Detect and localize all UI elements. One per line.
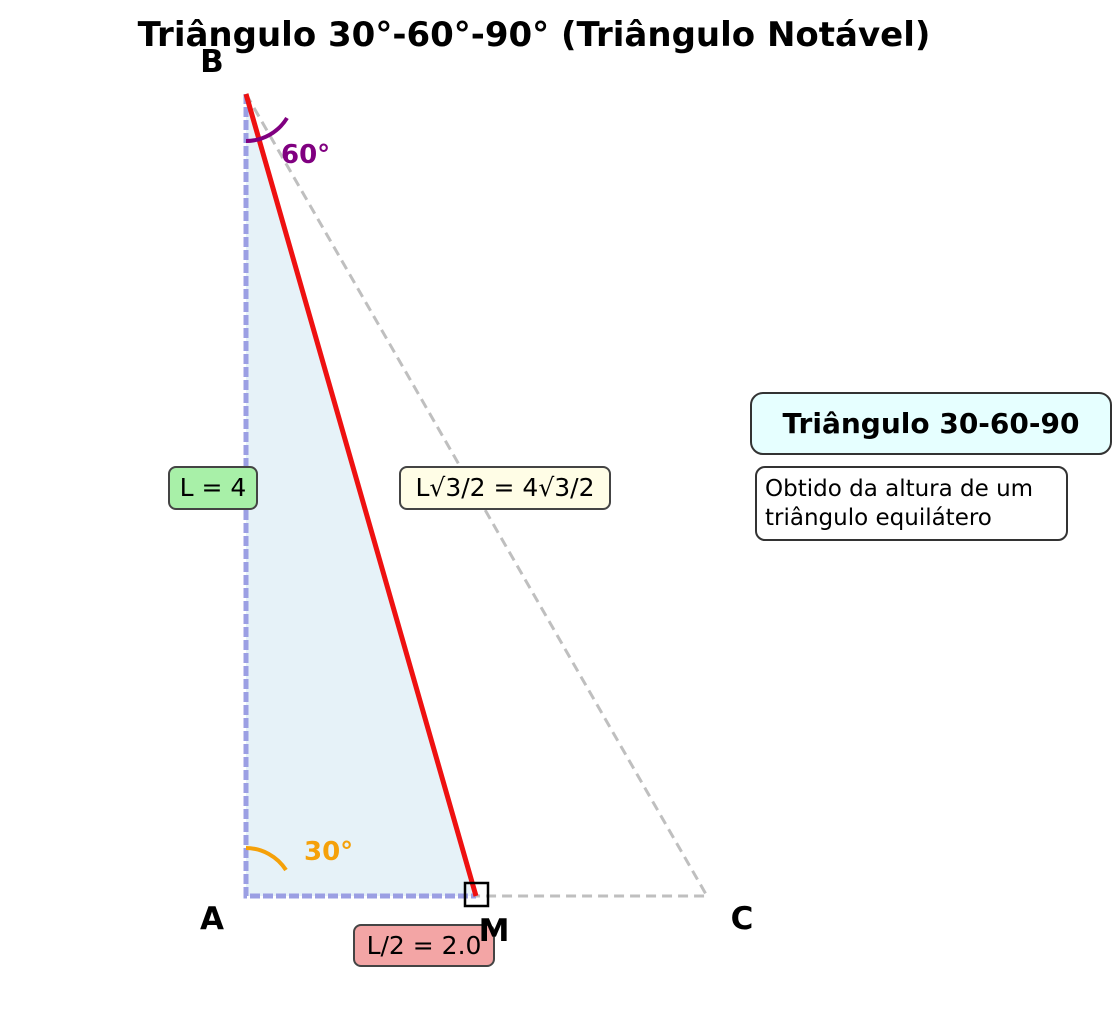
base-label-box <box>353 924 495 967</box>
page-title: Triângulo 30°-60°-90° (Triângulo Notável… <box>138 15 931 55</box>
base-label: L/2 = 2.0 <box>367 931 482 960</box>
vertical-side-label: L = 4 <box>180 473 247 502</box>
hypotenuse-label: L√3/2 = 4√3/2 <box>415 473 594 502</box>
equilateral-outline-dashed <box>244 93 710 898</box>
vertex-c-label: C <box>731 901 754 937</box>
angle-30-arc <box>245 846 288 872</box>
hypotenuse-line <box>243 93 479 897</box>
angle-60-label: 60° <box>281 140 330 170</box>
info-title: Triângulo 30-60-90 <box>783 407 1080 440</box>
angle-60-arc <box>245 116 289 143</box>
info-text-line-1: Obtido da altura de um <box>765 476 1033 502</box>
right-angle-marker <box>463 881 490 908</box>
vertical-side-label-box <box>168 466 258 510</box>
info-text-line-2: triângulo equilátero <box>765 505 992 531</box>
info-title-box <box>750 392 1112 455</box>
vertex-m-label: M <box>479 913 510 949</box>
triangle-left-edges <box>243 94 476 899</box>
hypotenuse-label-box <box>399 466 611 510</box>
angle-30-label: 30° <box>304 837 353 867</box>
info-text-box <box>755 466 1068 541</box>
vertex-b-label: B <box>200 44 224 80</box>
vertex-a-label: A <box>200 901 224 937</box>
